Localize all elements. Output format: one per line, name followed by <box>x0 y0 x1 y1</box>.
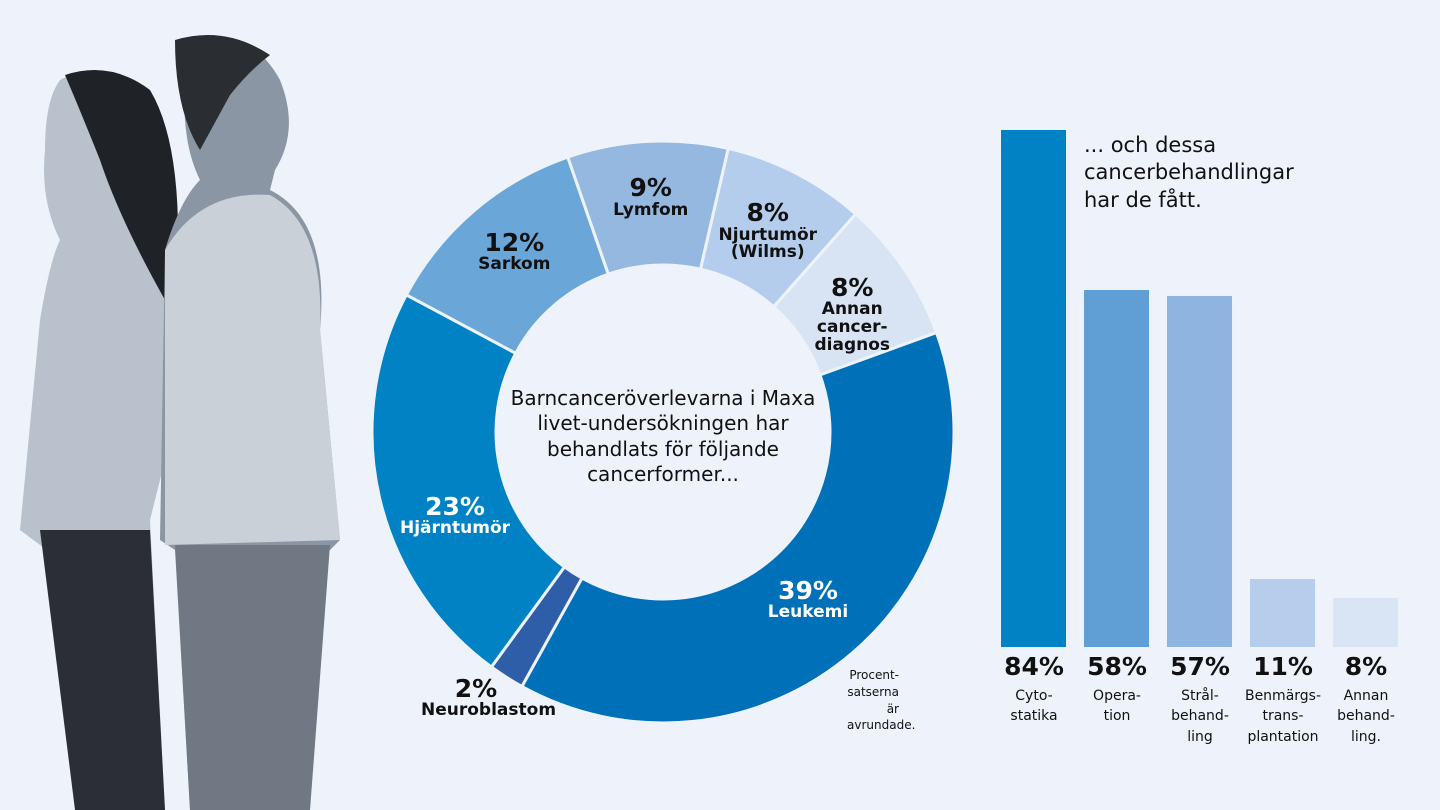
donut-label: 9% Lymfom <box>613 175 688 219</box>
bar-category-label: Benmärgs-trans-plantation <box>1244 688 1322 745</box>
slice-name: Sarkom <box>478 254 551 275</box>
slice-name: Njurtumör (Wilms) <box>718 224 818 263</box>
bar <box>1167 296 1232 647</box>
bar-value-label: 58% <box>1087 652 1147 681</box>
slice-name: Hjärntumör <box>400 518 511 539</box>
slice-value: 8% <box>831 273 874 303</box>
rounding-note: Procent- satserna är avrundade. <box>847 668 916 733</box>
slice-name: Lymfom <box>613 199 689 220</box>
bar-value-label: 84% <box>1004 652 1064 681</box>
slice-name: Leukemi <box>767 602 849 623</box>
man-figure <box>160 35 340 810</box>
donut-label: 8% Njurtumör (Wilms) <box>713 200 823 262</box>
donut-label: 2% Neuroblastom <box>421 674 557 721</box>
donut-slice-6 <box>771 211 939 377</box>
slice-value: 12% <box>484 227 545 257</box>
donut-label: 39% Leukemi <box>767 576 849 623</box>
slice-name: Neuroblastom <box>421 700 557 721</box>
bar <box>1084 290 1149 647</box>
people-illustration <box>20 35 340 810</box>
bar-chart-title: ... och dessa cancerbehandlingar har de … <box>1084 133 1294 212</box>
bar-value-label: 11% <box>1253 652 1313 681</box>
donut-label: 12% Sarkom <box>478 227 551 275</box>
donut-slice-2 <box>370 292 567 670</box>
slice-name: Annan cancer- diagnos <box>814 299 891 356</box>
slice-value: 23% <box>425 492 485 521</box>
bar-category-label: Opera-tion <box>1093 688 1141 725</box>
bar-category-label: Cyto-statika <box>1010 688 1058 725</box>
woman-figure <box>20 70 180 810</box>
donut-label: 23% Hjärntumör <box>400 492 511 539</box>
slice-value: 2% <box>454 674 498 703</box>
bar <box>1001 130 1066 647</box>
donut-slice-0 <box>519 330 956 725</box>
donut-center-title: Barncanceröverlevarna i Maxa livet-under… <box>510 386 816 487</box>
slice-value: 8% <box>746 198 789 228</box>
bar-category-label: Annan behand-ling. <box>1337 688 1395 745</box>
donut-label: 8% Annan cancer- diagnos <box>797 273 907 356</box>
slice-value: 39% <box>778 576 838 605</box>
slice-value: 9% <box>629 173 672 203</box>
bar-value-label: 8% <box>1344 652 1388 681</box>
bar-category-label: Strål-behand-ling <box>1171 688 1229 745</box>
bar-value-label: 57% <box>1170 652 1230 681</box>
bar <box>1250 579 1315 647</box>
bar <box>1333 597 1398 647</box>
